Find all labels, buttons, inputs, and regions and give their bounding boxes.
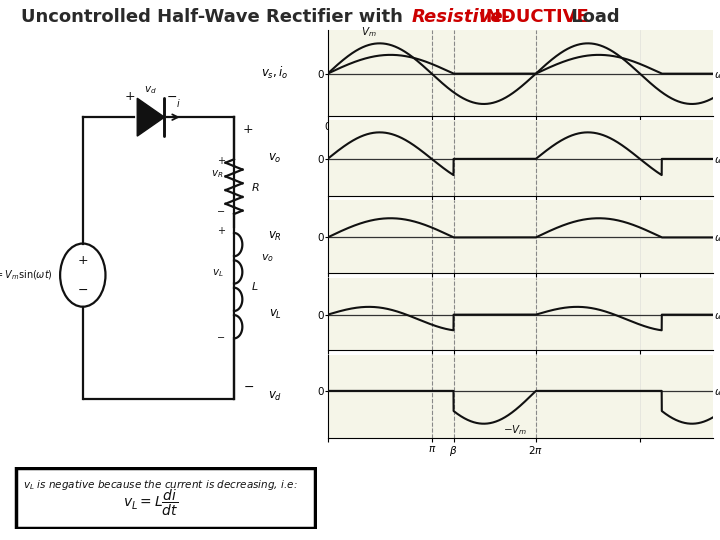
Text: $\omega t$: $\omega t$: [714, 232, 720, 244]
Text: $v_L = L\dfrac{di}{dt}$: $v_L = L\dfrac{di}{dt}$: [122, 488, 179, 518]
Polygon shape: [138, 98, 164, 136]
Text: Load: Load: [564, 8, 619, 26]
Text: $-$: $-$: [243, 380, 254, 393]
Text: $v_R$: $v_R$: [211, 168, 223, 180]
Text: $\omega t$: $\omega t$: [714, 385, 720, 397]
Text: $v_o$: $v_o$: [261, 252, 274, 264]
Y-axis label: $v_o$: $v_o$: [269, 152, 282, 165]
Y-axis label: $v_s, i_o$: $v_s, i_o$: [261, 65, 289, 81]
Text: $-$: $-$: [216, 331, 225, 341]
Text: $v_L$: $v_L$: [212, 267, 223, 279]
Text: INDUCTIVE: INDUCTIVE: [472, 8, 588, 26]
Text: $\omega t$: $\omega t$: [714, 309, 720, 321]
FancyBboxPatch shape: [16, 468, 315, 528]
Text: $\omega t$: $\omega t$: [714, 68, 720, 80]
Text: +: +: [125, 90, 135, 103]
Text: $R$: $R$: [251, 181, 259, 193]
Text: Resistive-: Resistive-: [412, 8, 511, 26]
Text: +: +: [243, 123, 253, 136]
Text: $-$: $-$: [166, 90, 178, 103]
Text: $L$: $L$: [251, 280, 258, 292]
Text: $v_s = V_m \sin(\omega t)$: $v_s = V_m \sin(\omega t)$: [0, 268, 53, 282]
Text: $V_m$: $V_m$: [361, 25, 377, 39]
Text: +: +: [217, 157, 225, 166]
Text: $-$: $-$: [77, 284, 89, 296]
Text: Uncontrolled Half-Wave Rectifier with: Uncontrolled Half-Wave Rectifier with: [22, 8, 410, 26]
Y-axis label: $v_L$: $v_L$: [269, 307, 282, 321]
Text: $v_L$ is negative because the current is decreasing, i.e:: $v_L$ is negative because the current is…: [24, 478, 298, 492]
Text: $i$: $i$: [176, 97, 181, 109]
Text: $\omega t$: $\omega t$: [714, 153, 720, 165]
Y-axis label: $v_d$: $v_d$: [268, 390, 282, 403]
Y-axis label: $v_R$: $v_R$: [269, 230, 282, 244]
Text: $v_d$: $v_d$: [145, 84, 157, 96]
Text: +: +: [78, 254, 88, 267]
Text: $-V_m$: $-V_m$: [503, 423, 527, 436]
Text: +: +: [217, 226, 225, 236]
Text: $-$: $-$: [216, 205, 225, 215]
